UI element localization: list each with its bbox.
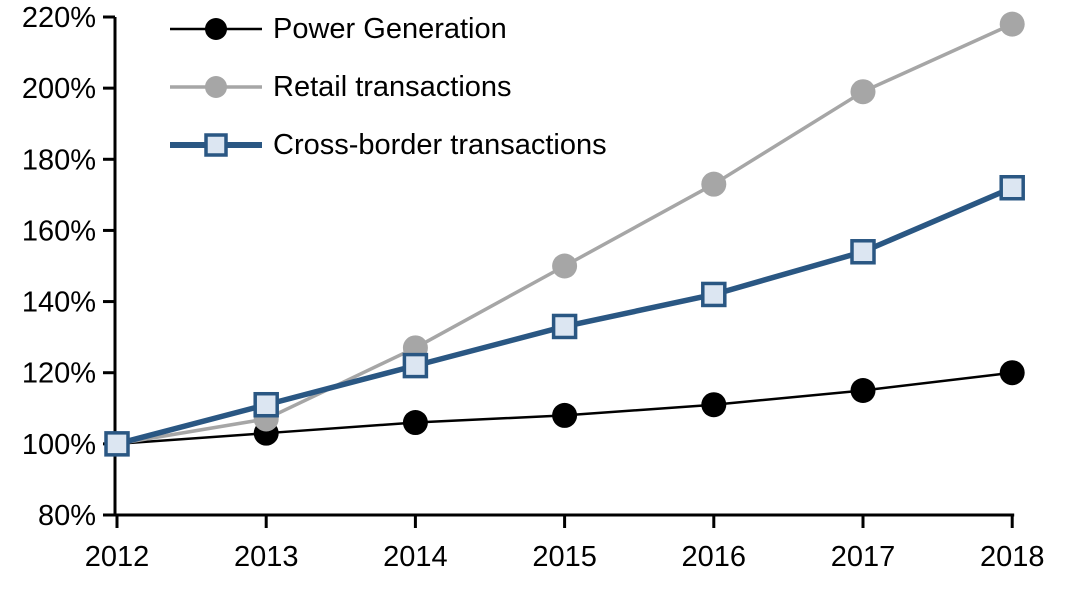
cross-border-transactions-line-marker-icon xyxy=(170,133,262,157)
x-axis-tick-label: 2015 xyxy=(532,541,597,573)
data-point-marker xyxy=(850,79,876,105)
data-point-marker xyxy=(552,402,578,428)
data-point-marker xyxy=(999,11,1025,37)
data-point-marker xyxy=(999,174,1025,201)
data-point-marker xyxy=(253,391,279,418)
data-point-marker xyxy=(701,392,727,418)
data-point-marker xyxy=(402,410,428,436)
data-point-marker xyxy=(999,360,1025,386)
x-axis-tick-label: 2013 xyxy=(234,541,299,573)
y-axis-tick-label: 140% xyxy=(22,287,96,319)
x-axis-tick-label: 2012 xyxy=(85,541,150,573)
power-generation-line-marker-icon xyxy=(170,18,262,40)
legend-item-retail-transactions: Retail transactions xyxy=(168,65,607,109)
y-axis-tick-label: 120% xyxy=(22,358,96,390)
data-point-marker xyxy=(850,239,876,265)
legend-label-cross-border-transactions: Cross-border transactions xyxy=(273,129,607,161)
x-axis-tick-label: 2017 xyxy=(831,541,896,573)
chart-legend: Power Generation Retail transactions Cro… xyxy=(168,7,607,181)
legend-item-cross-border-transactions: Cross-border transactions xyxy=(168,123,607,167)
x-axis-tick-label: 2016 xyxy=(682,541,747,573)
y-axis-tick-label: 100% xyxy=(22,429,96,461)
x-axis-tick-label: 2018 xyxy=(980,541,1045,573)
data-point-marker xyxy=(552,253,578,279)
legend-item-power-generation: Power Generation xyxy=(168,7,607,51)
retail-transactions-line-marker-icon xyxy=(170,76,262,98)
legend-label-retail-transactions: Retail transactions xyxy=(273,71,512,103)
y-axis-tick-label: 220% xyxy=(22,2,96,34)
y-axis-tick-label: 200% xyxy=(22,73,96,105)
data-point-marker xyxy=(104,431,130,457)
x-axis-tick-label: 2014 xyxy=(383,541,448,573)
data-point-marker xyxy=(701,281,727,308)
data-point-marker xyxy=(850,378,876,403)
y-axis-tick-label: 80% xyxy=(38,500,96,532)
data-point-marker xyxy=(551,313,578,340)
y-axis-tick-label: 160% xyxy=(22,215,96,247)
y-axis-tick-label: 180% xyxy=(22,144,96,176)
legend-label-power-generation: Power Generation xyxy=(273,13,507,45)
data-point-marker xyxy=(701,171,727,197)
data-point-marker xyxy=(402,352,429,379)
